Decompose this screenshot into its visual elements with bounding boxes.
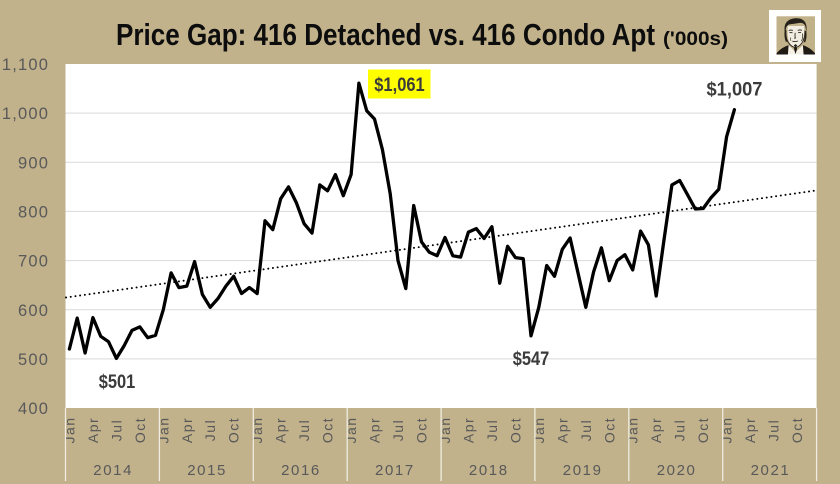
svg-text:400: 400 (18, 400, 49, 418)
svg-text:600: 600 (18, 302, 49, 320)
svg-text:700: 700 (18, 253, 49, 271)
svg-text:Jul: Jul (108, 419, 124, 441)
svg-text:900: 900 (18, 154, 49, 172)
svg-text:$501: $501 (99, 372, 136, 393)
svg-text:Jan: Jan (719, 416, 735, 443)
svg-text:Jan: Jan (343, 416, 359, 443)
svg-text:Jan: Jan (531, 416, 547, 443)
svg-text:Apr: Apr (273, 417, 289, 443)
svg-text:Apr: Apr (85, 417, 101, 443)
svg-text:Oct: Oct (789, 417, 805, 443)
svg-text:800: 800 (18, 204, 49, 222)
svg-text:Jul: Jul (578, 419, 594, 441)
svg-text:Apr: Apr (460, 417, 476, 443)
svg-text:Apr: Apr (648, 417, 664, 443)
svg-text:Oct: Oct (601, 417, 617, 443)
svg-text:Oct: Oct (414, 417, 430, 443)
svg-text:500: 500 (18, 351, 49, 369)
svg-text:$547: $547 (513, 349, 550, 370)
svg-text:Jan: Jan (155, 416, 171, 443)
svg-text:Jul: Jul (390, 419, 406, 441)
svg-text:Jan: Jan (249, 416, 265, 443)
svg-text:1,100: 1,100 (2, 56, 49, 74)
svg-text:$1,061: $1,061 (374, 75, 425, 96)
svg-text:Jul: Jul (766, 419, 782, 441)
svg-text:2019: 2019 (563, 462, 603, 479)
svg-text:Oct: Oct (320, 417, 336, 443)
svg-text:Jul: Jul (296, 419, 312, 441)
svg-text:Jan: Jan (61, 416, 77, 443)
svg-text:Jul: Jul (484, 419, 500, 441)
svg-text:2015: 2015 (187, 462, 227, 479)
svg-text:2018: 2018 (469, 462, 509, 479)
svg-text:Apr: Apr (179, 417, 195, 443)
svg-text:2017: 2017 (375, 462, 415, 479)
svg-text:Apr: Apr (742, 417, 758, 443)
svg-text:Oct: Oct (507, 417, 523, 443)
svg-text:Oct: Oct (132, 417, 148, 443)
svg-text:Oct: Oct (226, 417, 242, 443)
svg-text:Price Gap: 416 Detached vs. 41: Price Gap: 416 Detached vs. 416 Condo Ap… (116, 17, 655, 52)
svg-text:Apr: Apr (554, 417, 570, 443)
svg-text:2021: 2021 (751, 462, 791, 479)
svg-text:Jul: Jul (672, 419, 688, 441)
svg-text:Apr: Apr (367, 417, 383, 443)
svg-text:1,000: 1,000 (2, 105, 49, 123)
svg-text:$1,007: $1,007 (707, 80, 763, 101)
svg-text:2016: 2016 (281, 462, 321, 479)
svg-text:Jul: Jul (202, 419, 218, 441)
svg-text:Jan: Jan (625, 416, 641, 443)
svg-text:Jan: Jan (437, 416, 453, 443)
svg-text:2014: 2014 (93, 462, 133, 479)
svg-text:2020: 2020 (657, 462, 697, 479)
svg-text:Oct: Oct (695, 417, 711, 443)
svg-text:('000s): ('000s) (663, 28, 728, 50)
